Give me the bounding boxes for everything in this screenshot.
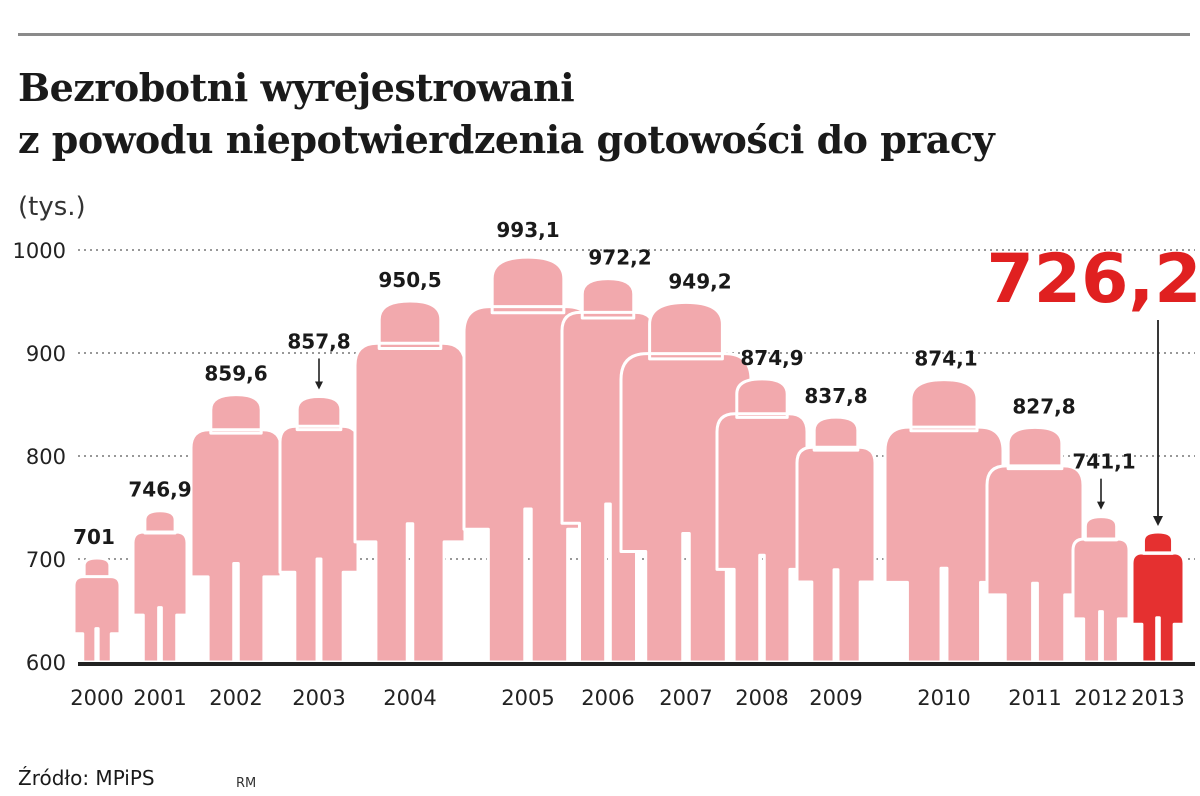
figure-2004 [353, 299, 467, 664]
x-tick-label: 2013 [1131, 686, 1184, 710]
x-tick-label: 2009 [809, 686, 862, 710]
figure-2001 [131, 509, 189, 664]
highlight-value-label: 726,2 [986, 240, 1200, 319]
figure-2008 [715, 377, 809, 664]
x-tick-label: 2007 [659, 686, 712, 710]
x-tick-label: 2012 [1074, 686, 1127, 710]
data-label-2002: 859,6 [204, 362, 267, 386]
x-tick-label: 2010 [917, 686, 970, 710]
data-label-2012: 741,1 [1072, 450, 1135, 474]
figure-2011 [985, 425, 1085, 664]
figure-2013 [1130, 530, 1186, 664]
figure-2009 [795, 415, 877, 664]
y-tick-label: 800 [26, 445, 66, 469]
data-label-2007: 949,2 [668, 269, 731, 293]
y-axis: 600 700 800 900 1000 [13, 239, 66, 675]
x-tick-label: 2011 [1008, 686, 1061, 710]
pointer-arrow [315, 381, 323, 390]
figure-2000 [72, 556, 122, 664]
x-tick-label: 2004 [383, 686, 436, 710]
data-label-2009: 837,8 [804, 384, 867, 408]
top-rule [18, 33, 1190, 36]
x-tick-label: 2003 [292, 686, 345, 710]
data-label-2004: 950,5 [378, 268, 441, 292]
credit: RM [236, 776, 257, 791]
x-tick-label: 2005 [501, 686, 554, 710]
x-tick-label: 2008 [735, 686, 788, 710]
pointer-arrow [1153, 516, 1163, 527]
data-labels: 701 746,9 859,6 857,8 950,5 993,1 972,2 949,2 87… [73, 218, 1200, 549]
x-tick-label: 2000 [70, 686, 123, 710]
data-label-2010: 874,1 [914, 347, 977, 371]
data-label-2001: 746,9 [128, 478, 191, 502]
x-tick-label: 2002 [209, 686, 262, 710]
y-tick-label: 700 [26, 548, 66, 572]
data-label-2011: 827,8 [1012, 394, 1075, 418]
figure-2010 [883, 378, 1005, 664]
figures [72, 255, 1186, 664]
y-tick-label: 600 [26, 651, 66, 675]
figure-2012 [1071, 515, 1131, 664]
data-label-2005: 993,1 [496, 218, 559, 242]
x-tick-label: 2006 [581, 686, 634, 710]
data-label-2003: 857,8 [287, 329, 350, 353]
chart-title-line-2: z powodu niepotwierdzenia gotowości do p… [18, 117, 995, 162]
chart-title: Bezrobotni wyrejestrowani z powodu niepo… [18, 62, 995, 166]
y-tick-label: 900 [26, 342, 66, 366]
figure-2002 [189, 393, 283, 664]
y-tick-label: 1000 [13, 239, 66, 263]
data-label-2000: 701 [73, 525, 115, 549]
unit-label: (tys.) [18, 192, 86, 222]
pointer-arrow [1097, 501, 1105, 510]
x-tick-label: 2001 [133, 686, 186, 710]
figure-2003 [278, 394, 360, 664]
data-label-2006: 972,2 [588, 246, 651, 270]
chart-title-line-1: Bezrobotni wyrejestrowani [18, 65, 575, 110]
data-label-2008: 874,9 [740, 346, 803, 370]
pictogram-chart: 600 700 800 900 1000 701 746,9 859,6 857,8 950,5… [13, 218, 1200, 710]
figure-2007 [619, 300, 753, 664]
source-note: Źródło: MPiPS [18, 766, 155, 790]
x-axis: 2000 2001 2002 2003 2004 2005 2006 2007 2008 2009… [70, 686, 1184, 710]
